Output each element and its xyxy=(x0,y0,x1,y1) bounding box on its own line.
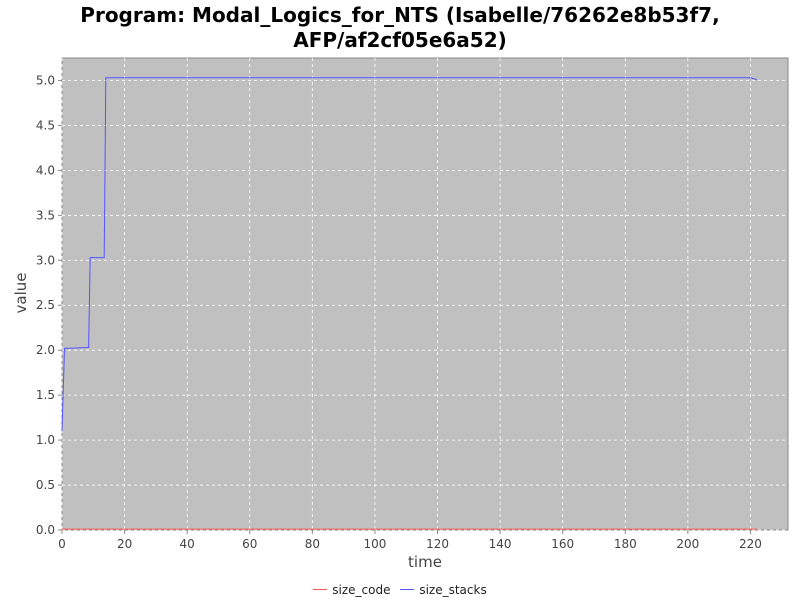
y-tick-label: 4.5 xyxy=(36,118,55,132)
x-tick-label: 60 xyxy=(242,537,257,551)
x-tick-label: 20 xyxy=(117,537,132,551)
y-tick-label: 2.0 xyxy=(36,343,55,357)
x-tick-label: 180 xyxy=(614,537,637,551)
y-tick-label: 2.5 xyxy=(36,298,55,312)
legend-swatch-size-stacks xyxy=(400,589,415,590)
legend-label-size-stacks: size_stacks xyxy=(419,582,487,597)
x-tick-label: 160 xyxy=(551,537,574,551)
y-tick-label: 4.0 xyxy=(36,163,55,177)
x-tick-label: 140 xyxy=(489,537,512,551)
y-axis-title: value xyxy=(12,273,30,314)
y-tick-label: 1.0 xyxy=(36,433,55,447)
legend-swatch-size-code xyxy=(313,589,328,590)
plot-background xyxy=(61,57,789,531)
x-tick-label: 0 xyxy=(58,537,66,551)
y-tick-label: 5.0 xyxy=(36,73,55,87)
x-tick-label: 80 xyxy=(305,537,320,551)
legend: size_code size_stacks xyxy=(0,579,800,597)
chart-title-line-2: AFP/af2cf05e6a52) xyxy=(293,28,507,52)
legend-item-size-stacks: size_stacks xyxy=(400,582,487,597)
x-axis-title: time xyxy=(408,553,442,571)
x-tick-label: 120 xyxy=(426,537,449,551)
y-tick-label: 0.0 xyxy=(36,523,55,537)
legend-item-size-code: size_code xyxy=(313,582,391,597)
y-tick-label: 3.0 xyxy=(36,253,55,267)
legend-label-size-code: size_code xyxy=(332,582,391,597)
x-tick-label: 200 xyxy=(676,537,699,551)
x-tick-label: 40 xyxy=(180,537,195,551)
y-tick-label: 1.5 xyxy=(36,388,55,402)
y-tick-label: 3.5 xyxy=(36,208,55,222)
chart-title: Program: Modal_Logics_for_NTS (Isabelle/… xyxy=(0,3,800,53)
chart-title-line-1: Program: Modal_Logics_for_NTS (Isabelle/… xyxy=(80,3,720,27)
y-tick-label: 0.5 xyxy=(36,478,55,492)
x-tick-label: 100 xyxy=(363,537,386,551)
x-tick-label: 220 xyxy=(739,537,762,551)
series-line-size-stacks xyxy=(61,77,757,432)
